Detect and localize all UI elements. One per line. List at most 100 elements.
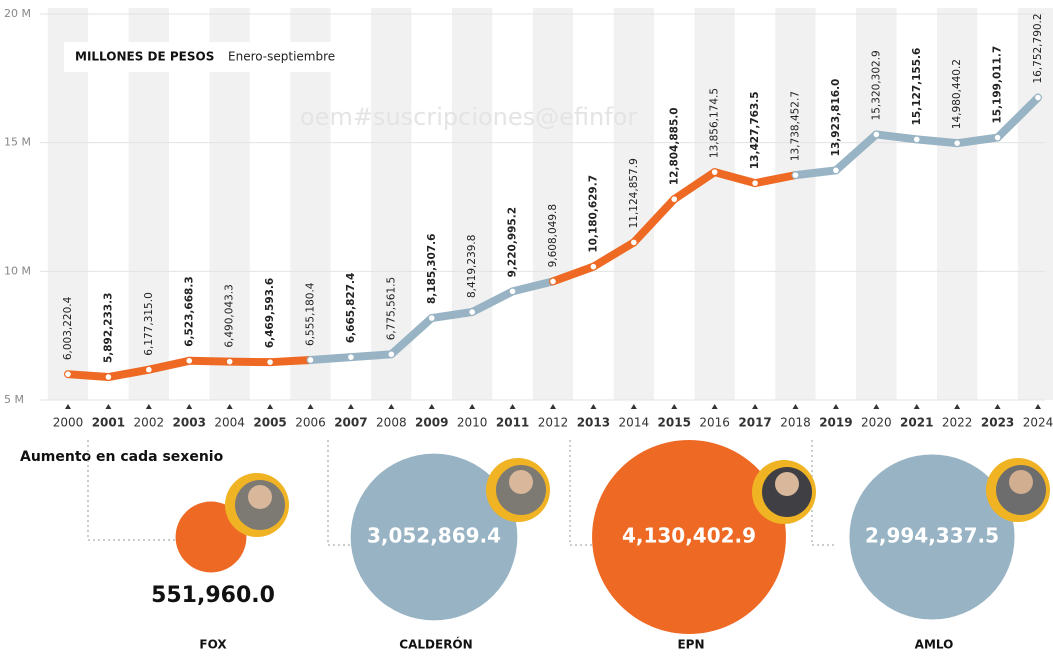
value-label: 6,490,043.3: [224, 284, 236, 347]
connector: [569, 440, 594, 546]
point: [873, 131, 880, 138]
line-segment: [387, 314, 436, 359]
x-tick-label: 2001: [92, 416, 125, 430]
bubble-value-label: 2,994,337.5: [865, 524, 999, 548]
line-segment: [508, 277, 557, 296]
line-segment: [549, 262, 598, 286]
x-tick: [428, 404, 435, 409]
band: [734, 8, 776, 400]
y-tick-label: 20 M: [4, 7, 31, 20]
x-tick-label: 2008: [376, 416, 407, 430]
point: [1035, 94, 1041, 101]
band: [613, 8, 655, 400]
x-tick: [469, 404, 476, 409]
x-tick-label: 2004: [214, 416, 245, 430]
line-segment: [710, 168, 760, 188]
x-tick: [954, 404, 961, 409]
background-bands: [47, 8, 1053, 400]
band: [451, 8, 493, 400]
x-tick: [752, 404, 759, 409]
line: 6,003,220.4 2000 5,892,233.3 2001 6,177,315.…: [53, 13, 1053, 429]
line-segment: [266, 355, 315, 367]
watermark: oem#suscripciones@efinfor: [300, 103, 637, 131]
bubble-category-label: FOX: [199, 638, 227, 652]
point: [105, 374, 112, 380]
point: [752, 180, 758, 186]
band: [532, 8, 574, 400]
x-tick: [105, 404, 112, 409]
line-segment: [144, 356, 194, 374]
point: [186, 357, 193, 364]
x-tick-label: 2015: [658, 416, 691, 430]
point: [226, 358, 233, 365]
x-tick-label: 2020: [861, 416, 892, 430]
portraits: [225, 458, 1050, 537]
connector: [811, 440, 836, 546]
line-segment: [953, 133, 1002, 148]
bubble: [849, 454, 1015, 620]
value-label: 13,923,816.0: [830, 79, 842, 157]
point: [267, 359, 273, 365]
x-tick: [65, 404, 71, 409]
value-label: 16,752,790.2: [1032, 13, 1044, 83]
band: [371, 8, 412, 400]
x-tick-label: 2005: [253, 416, 286, 430]
value-label: 6,665,827.4: [345, 273, 357, 343]
connector: [327, 440, 352, 546]
value-label: 9,220,995.2: [507, 207, 519, 277]
value-label: 12,804,885.0: [668, 107, 680, 185]
band: [47, 8, 89, 400]
value-label: 14,980,440.2: [951, 59, 963, 129]
point: [913, 136, 920, 143]
x-tick-label: 2007: [334, 416, 367, 430]
point: [469, 309, 475, 315]
line-segment: [104, 365, 153, 382]
x-tick-label: 2016: [699, 416, 730, 430]
bubble-value-label: 4,130,402.9: [622, 524, 756, 548]
x-tick-label: 2003: [173, 416, 206, 430]
y-tick-label: 5 M: [4, 393, 24, 406]
portrait: [486, 458, 550, 522]
point: [428, 315, 435, 321]
x-tick: [994, 404, 1001, 409]
value-label: 11,124,857.9: [628, 158, 640, 228]
band: [290, 8, 331, 400]
x-tick-label: 2018: [780, 416, 811, 430]
x-tick-label: 2000: [53, 416, 84, 430]
band: [977, 8, 1018, 400]
value-label: 9,608,049.8: [547, 204, 559, 267]
bubble-value-label: 3,052,869.4: [367, 524, 501, 548]
band: [492, 8, 533, 400]
line-segment: [629, 195, 679, 247]
value-label: 13,738,452.7: [790, 91, 802, 161]
x-tick: [1035, 404, 1041, 409]
grid: 5 M 10 M 15 M 20 M: [4, 7, 1045, 406]
portrait: [986, 458, 1050, 522]
bubble: [350, 453, 518, 621]
portrait: [752, 460, 816, 524]
point: [550, 278, 556, 285]
point: [711, 169, 718, 175]
line-segment: [225, 357, 275, 367]
value-label: 6,555,180.4: [305, 282, 317, 346]
band: [1017, 8, 1053, 400]
bubble-title: Aumento en cada sexenio: [20, 449, 224, 465]
bubble-category-label: AMLO: [915, 638, 954, 652]
x-tick: [873, 404, 880, 409]
x-tick: [267, 404, 274, 409]
band: [169, 8, 210, 400]
band: [694, 8, 735, 400]
x-tick-label: 2011: [496, 416, 529, 430]
chart-title: MILLONES DE PESOS: [75, 50, 214, 64]
line-segment: [831, 130, 881, 175]
connector: [87, 440, 176, 541]
x-tick: [186, 404, 193, 409]
value-label: 13,427,763.5: [749, 91, 761, 169]
bubble-value-label: 551,960.0: [151, 583, 275, 608]
x-tick-label: 2014: [619, 416, 650, 430]
point: [792, 172, 799, 178]
point: [954, 140, 960, 146]
line-segment: [912, 135, 962, 148]
x-tick-label: 2017: [738, 416, 771, 430]
